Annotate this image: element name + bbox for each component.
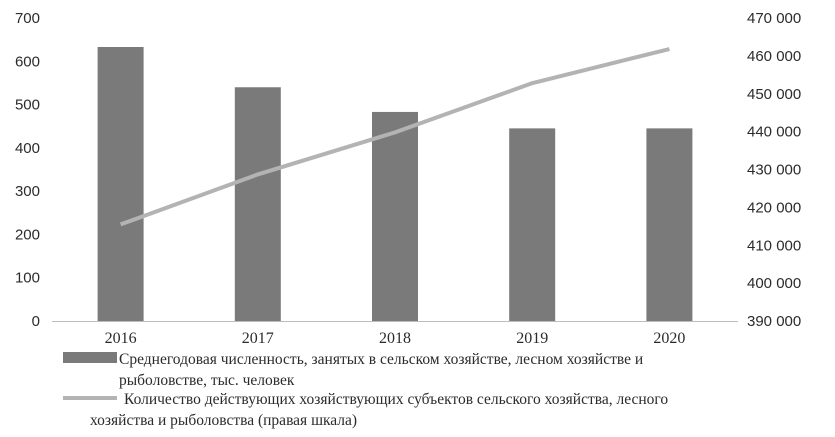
y-right-tick-label: 390 000 (747, 313, 801, 330)
y-left-tick-label: 700 (15, 10, 40, 27)
y-right-tick-label: 410 000 (747, 237, 801, 254)
legend-bar-swatch (63, 352, 117, 363)
y-right-tick-label: 400 000 (747, 275, 801, 292)
y-left-tick-label: 400 (15, 140, 40, 157)
legend-bar-label-line1: Среднегодовая численность, занятых в сел… (119, 351, 643, 368)
y-right-tick-label: 420 000 (747, 199, 801, 216)
y-left-tick-label: 600 (15, 53, 40, 70)
y-left-tick-label: 0 (32, 313, 40, 330)
x-tick-label: 2016 (105, 330, 137, 347)
y-right-tick-label: 460 000 (747, 48, 801, 65)
bar-2018 (372, 112, 418, 321)
bar-2017 (235, 87, 281, 321)
y-left-tick-label: 100 (15, 270, 40, 287)
x-tick-label: 2019 (516, 330, 548, 347)
y-right-tick-label: 450 000 (747, 86, 801, 103)
x-tick-label: 2018 (379, 330, 411, 347)
bar-2019 (509, 128, 555, 321)
x-tick-label: 2017 (242, 330, 274, 347)
legend-bar-label-line2: рыболовстве, тыс. человек (119, 372, 295, 389)
x-tick-label: 2020 (653, 330, 685, 347)
bar-2020 (646, 128, 692, 321)
y-left-tick-label: 300 (15, 183, 40, 200)
y-left-tick-label: 500 (15, 97, 40, 114)
y-right-tick-label: 470 000 (747, 10, 801, 27)
y-right-tick-label: 430 000 (747, 162, 801, 179)
legend-line-label-line2: хозяйства и рыболовства (правая шкала) (90, 412, 357, 429)
bar-2016 (98, 47, 144, 321)
y-right-tick-label: 440 000 (747, 124, 801, 141)
y-left-tick-label: 200 (15, 226, 40, 243)
legend-line-label-line1: Количество действующих хозяйствующих суб… (124, 391, 668, 408)
